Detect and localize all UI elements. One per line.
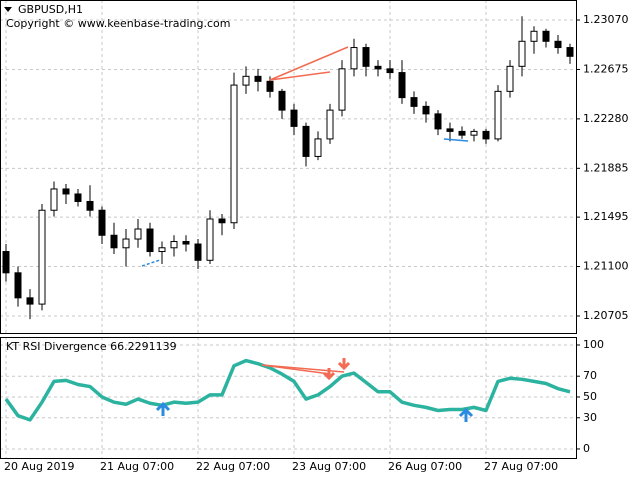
candle-body — [122, 238, 130, 249]
copyright: Copyright © www.keenbase-trading.com — [6, 17, 230, 30]
x-tick-label: 23 Aug 07:00 — [292, 460, 366, 473]
candle-body — [26, 297, 34, 305]
y-tick-label: 70 — [583, 369, 597, 382]
candle-body — [218, 218, 226, 224]
candle-body — [182, 241, 190, 245]
menu-triangle[interactable] — [4, 7, 12, 12]
y-tick-label: 0 — [583, 442, 590, 455]
divergence-line — [141, 259, 161, 267]
candle-body — [86, 200, 94, 211]
candle-body — [230, 84, 238, 224]
candle-body — [206, 218, 214, 261]
divergence-line — [269, 71, 331, 81]
candle-body — [74, 193, 82, 202]
candle-body — [38, 209, 46, 305]
y-tick-label: 1.20705 — [583, 309, 629, 322]
y-tick-label: 100 — [583, 338, 604, 351]
candle-body — [458, 130, 466, 136]
candle-body — [314, 138, 322, 157]
y-tick-label: 1.21100 — [583, 260, 629, 273]
symbol-title: GBPUSD,H1 — [18, 3, 83, 16]
candle-body — [338, 68, 346, 111]
divergence-line — [261, 364, 331, 375]
x-tick-label: 21 Aug 07:00 — [100, 460, 174, 473]
divergence-line — [443, 138, 469, 142]
candle-body — [566, 47, 574, 57]
y-tick-label: 1.23070 — [583, 13, 629, 26]
candle-body — [446, 128, 454, 132]
candle-body — [14, 272, 22, 299]
candle-body — [2, 251, 10, 274]
y-tick-label: 1.21495 — [583, 210, 629, 223]
divergence-line — [269, 46, 349, 81]
indicator-frame — [0, 337, 577, 459]
price-frame — [0, 0, 577, 334]
buy-arrow — [155, 401, 474, 422]
candle-body — [398, 72, 406, 99]
x-tick-label: 22 Aug 07:00 — [196, 460, 270, 473]
candle-body — [362, 47, 370, 67]
candle-body — [134, 228, 142, 240]
candle-body — [302, 125, 310, 157]
y-tick-label: 1.22280 — [583, 112, 629, 125]
candle-body — [374, 65, 382, 70]
candle-body — [62, 188, 70, 195]
candle-body — [518, 40, 526, 67]
signal-arrows — [155, 358, 474, 422]
candle-body — [326, 109, 334, 140]
candle-body — [386, 68, 394, 74]
y-tick-label: 1.22675 — [583, 62, 629, 75]
candle-body — [146, 228, 154, 253]
candle-body — [242, 75, 250, 86]
candle-body — [266, 80, 274, 92]
candle-body — [110, 234, 118, 249]
candle-body — [482, 130, 490, 140]
candle-body — [194, 243, 202, 261]
indicator-title: KT RSI Divergence 66.2291139 — [6, 340, 177, 353]
candle-body — [506, 65, 514, 92]
x-tick-label: 20 Aug 2019 — [4, 460, 74, 473]
candle-body — [254, 75, 262, 82]
candle-body — [50, 188, 58, 211]
candle-body — [158, 247, 166, 253]
marks — [2, 16, 574, 422]
candle-body — [350, 47, 358, 70]
candle-body — [542, 30, 550, 42]
candle-body — [170, 241, 178, 249]
candle-body — [278, 90, 286, 111]
y-tick-label: 1.21885 — [583, 161, 629, 174]
candle-body — [494, 90, 502, 140]
x-tick-label: 27 Aug 07:00 — [484, 460, 558, 473]
candle-body — [554, 40, 562, 49]
candle-body — [290, 109, 298, 127]
divergence-lines — [141, 46, 469, 375]
candle-body — [422, 105, 430, 115]
x-tick-label: 26 Aug 07:00 — [388, 460, 462, 473]
y-tick-label: 30 — [583, 411, 597, 424]
sell-arrow — [322, 358, 351, 381]
rsi-line — [4, 358, 571, 422]
candle-body — [470, 130, 478, 136]
y-tick-label: 50 — [583, 390, 597, 403]
candle-body — [410, 97, 418, 107]
candle-body — [98, 209, 106, 236]
candle-body — [434, 113, 442, 130]
candle-body — [530, 30, 538, 42]
